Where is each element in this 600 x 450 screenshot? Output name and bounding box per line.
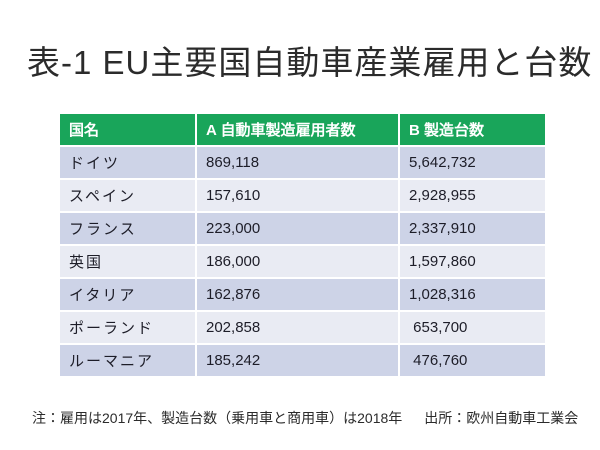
table-row: ルーマニア 185,242 476,760	[58, 343, 547, 378]
cell-units: 5,642,732	[398, 145, 547, 180]
column-header-employees: A 自動車製造雇用者数	[195, 112, 400, 147]
footnote: 注：雇用は2017年、製造台数（乗用車と商用車）は2018年 出所：欧州自動車工業…	[32, 408, 578, 428]
cell-country: フランス	[58, 211, 197, 246]
cell-country: 英国	[58, 244, 197, 279]
cell-country: スペイン	[58, 178, 197, 213]
cell-country: ルーマニア	[58, 343, 197, 378]
cell-units: 476,760	[398, 343, 547, 378]
cell-units: 2,337,910	[398, 211, 547, 246]
table-row: ポーランド 202,858 653,700	[58, 310, 547, 345]
table-row: 英国 186,000 1,597,860	[58, 244, 547, 279]
column-header-country: 国名	[58, 112, 197, 147]
table-body: ドイツ 869,118 5,642,732 スペイン 157,610 2,928,955 フ…	[58, 145, 547, 378]
cell-employees: 162,876	[195, 277, 400, 312]
employment-table: 国名 A 自動車製造雇用者数 B 製造台数 ドイツ 869,118 5,642,73…	[58, 112, 547, 378]
cell-units: 653,700	[398, 310, 547, 345]
page-title: 表-1 EU主要国自動車産業雇用と台数	[27, 44, 593, 81]
cell-employees: 185,242	[195, 343, 400, 378]
table-row: フランス 223,000 2,337,910	[58, 211, 547, 246]
cell-units: 1,597,860	[398, 244, 547, 279]
table-row: スペイン 157,610 2,928,955	[58, 178, 547, 213]
cell-country: ポーランド	[58, 310, 197, 345]
table-row: ドイツ 869,118 5,642,732	[58, 145, 547, 180]
cell-employees: 186,000	[195, 244, 400, 279]
cell-employees: 157,610	[195, 178, 400, 213]
footnote-source: 出所：欧州自動車工業会	[424, 410, 579, 426]
cell-employees: 202,858	[195, 310, 400, 345]
cell-units: 2,928,955	[398, 178, 547, 213]
footnote-note: 注：雇用は2017年、製造台数（乗用車と商用車）は2018年	[32, 410, 403, 426]
table-row: イタリア 162,876 1,028,316	[58, 277, 547, 312]
column-header-units: B 製造台数	[398, 112, 547, 147]
cell-employees: 223,000	[195, 211, 400, 246]
cell-employees: 869,118	[195, 145, 400, 180]
table-header-row: 国名 A 自動車製造雇用者数 B 製造台数	[58, 112, 547, 147]
cell-country: ドイツ	[58, 145, 197, 180]
cell-country: イタリア	[58, 277, 197, 312]
cell-units: 1,028,316	[398, 277, 547, 312]
